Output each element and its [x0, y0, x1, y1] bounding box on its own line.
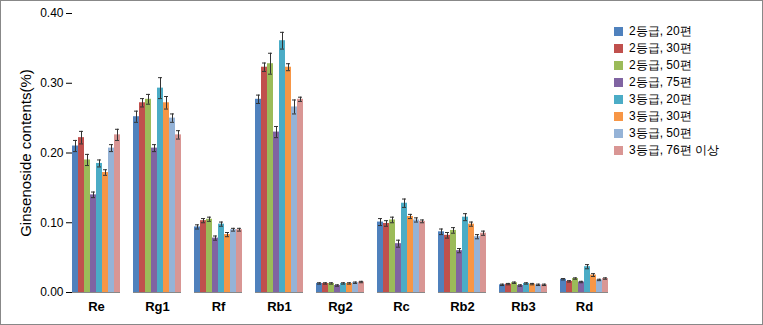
html-text:3등급, 50편: 3등급, 50편	[629, 126, 692, 140]
svg-text:0.40: 0.40	[40, 6, 64, 20]
svg-text:Rg1: Rg1	[145, 299, 170, 314]
svg-text:Rb3: Rb3	[511, 299, 536, 314]
svg-text:Rb2: Rb2	[450, 299, 475, 314]
svg-text:Rc: Rc	[393, 299, 410, 314]
html-text:2등급, 75편: 2등급, 75편	[629, 75, 692, 89]
html-text:2등급, 20편: 2등급, 20편	[629, 24, 692, 38]
svg-text:0.30: 0.30	[40, 76, 64, 90]
html-text:3등급, 30편: 3등급, 30편	[629, 109, 692, 123]
svg-text:Rg2: Rg2	[328, 299, 353, 314]
svg-text:Rb1: Rb1	[267, 299, 292, 314]
svg-text:Ginsenoside contents(%): Ginsenoside contents(%)	[17, 69, 34, 237]
svg-text:Re: Re	[88, 299, 105, 314]
svg-text:0.20: 0.20	[40, 146, 64, 160]
html-text:2등급, 50편: 2등급, 50편	[629, 58, 692, 72]
html-text:2등급, 30편: 2등급, 30편	[629, 41, 692, 55]
svg-text:0.00: 0.00	[40, 285, 64, 299]
html-text:3등급, 76편 이상: 3등급, 76편 이상	[629, 143, 719, 157]
svg-text:Rf: Rf	[212, 299, 226, 314]
html-text:3등급, 20편: 3등급, 20편	[629, 92, 692, 106]
svg-text:0.10: 0.10	[40, 216, 64, 230]
svg-text:Rd: Rd	[576, 299, 593, 314]
